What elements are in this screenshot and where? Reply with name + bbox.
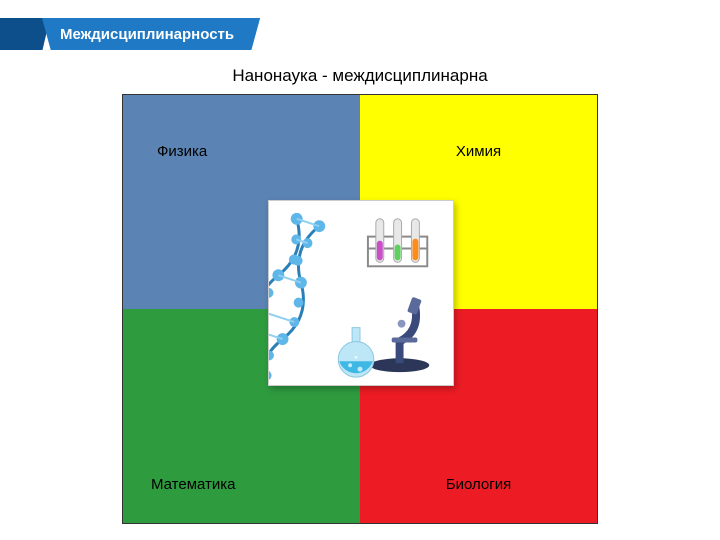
- center-science-image: [268, 200, 454, 386]
- science-collage-icon: [269, 201, 453, 385]
- header-accent-dark: [0, 18, 50, 50]
- label-physics: Физика: [157, 143, 207, 160]
- label-chemistry: Химия: [456, 143, 501, 160]
- subtitle: Нанонаука - междисциплинарна: [0, 66, 720, 86]
- label-biology: Биология: [446, 476, 511, 493]
- header-band: Междисциплинарность: [0, 18, 260, 50]
- header-title: Междисциплинарность: [60, 26, 234, 43]
- label-math: Математика: [151, 476, 236, 493]
- header-title-block: Междисциплинарность: [42, 18, 260, 50]
